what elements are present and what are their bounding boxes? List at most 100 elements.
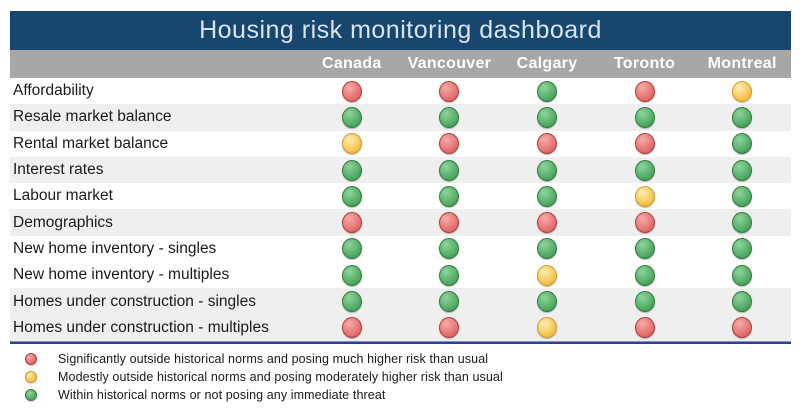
row-label: Labour market [13,187,113,205]
status-dot-green [439,291,460,313]
status-cell [693,185,791,207]
status-cell [596,317,694,339]
column-header: Montreal [707,55,777,72]
status-cell [498,317,596,339]
status-dot-green [634,106,655,128]
table-bottom-divider [10,341,791,344]
status-dot-red [536,133,557,155]
legend-item: Within historical norms or not posing an… [25,386,791,404]
status-cell [693,317,791,339]
status-cell [596,159,694,181]
status-cell [401,185,499,207]
status-cell [401,212,499,234]
row-label: Affordability [13,82,94,100]
status-cell [303,159,401,181]
status-cell [693,212,791,234]
legend: Significantly outside historical norms a… [10,344,791,404]
status-cell [303,185,401,207]
status-dot-red [439,317,460,339]
status-dot-green [634,159,655,181]
status-dot-red [439,212,460,234]
table-row: Homes under construction - singles [10,288,791,315]
status-cell [693,159,791,181]
status-dot-green [634,291,655,313]
column-header: Canada [321,55,382,72]
status-cell [693,80,791,102]
legend-red-icon [25,353,37,365]
status-dot-red [634,212,655,234]
status-dot-green [732,238,753,260]
status-dot-red [634,317,655,339]
legend-text: Modestly outside historical norms and po… [58,370,503,384]
status-dot-yellow [536,317,557,339]
status-cell [596,212,694,234]
dashboard: Housing risk monitoring dashboard Canada… [10,11,791,404]
status-dot-yellow [732,80,753,102]
status-dot-yellow [536,264,557,286]
status-dot-red [536,212,557,234]
table-row: Homes under construction - multiples [10,314,791,341]
status-cell [596,185,694,207]
table-row: New home inventory - singles [10,235,791,263]
status-cell [498,80,596,102]
page-title: Housing risk monitoring dashboard [199,16,602,44]
table-row: Labour market [10,183,791,210]
status-dot-green [341,185,362,207]
status-cell [498,238,596,260]
status-dot-red [634,80,655,102]
status-dot-green [439,185,460,207]
status-cell [401,80,499,102]
status-dot-green [341,264,362,286]
row-label: Homes under construction - singles [13,292,256,310]
status-cell [596,238,694,260]
status-dot-green [634,264,655,286]
status-cell [303,106,401,128]
status-cell [498,212,596,234]
column-header: Vancouver [407,55,492,72]
status-dot-green [536,106,557,128]
status-dot-green [341,238,362,260]
legend-text: Within historical norms or not posing an… [58,388,386,402]
status-cell [303,133,401,155]
table-row: Interest rates [10,156,791,184]
table-body: Affordability Resale market balance Rent… [10,78,791,341]
status-cell [303,80,401,102]
status-dot-green [341,159,362,181]
table-row: New home inventory - multiples [10,262,791,289]
table-row: Rental market balance [10,130,791,157]
status-cell [498,159,596,181]
status-dot-green [732,185,753,207]
status-dot-red [439,133,460,155]
status-cell [596,264,694,286]
row-label: Interest rates [13,161,104,179]
title-bar: Housing risk monitoring dashboard [10,11,791,50]
status-dot-red [341,80,362,102]
status-dot-green [439,264,460,286]
status-cell [498,106,596,128]
status-dot-red [341,317,362,339]
status-cell [498,264,596,286]
legend-yellow-icon [25,371,37,383]
status-dot-green [634,238,655,260]
status-cell [498,133,596,155]
status-cell [303,212,401,234]
status-dot-green [439,238,460,260]
status-cell [303,264,401,286]
status-cell [693,291,791,313]
column-header-row: Canada Vancouver Calgary Toronto Montreal [10,50,791,78]
status-cell [498,185,596,207]
status-dot-green [536,291,557,313]
row-label: Homes under construction - multiples [13,318,269,336]
legend-item: Significantly outside historical norms a… [25,350,791,368]
status-cell [693,238,791,260]
legend-text: Significantly outside historical norms a… [58,352,489,366]
status-dot-green [732,159,753,181]
status-cell [596,291,694,313]
status-dot-red [341,212,362,234]
column-header: Toronto [613,55,676,72]
status-dot-green [536,238,557,260]
status-cell [401,317,499,339]
status-dot-red [732,317,753,339]
legend-item: Modestly outside historical norms and po… [25,368,791,386]
table-row: Affordability [10,78,791,105]
